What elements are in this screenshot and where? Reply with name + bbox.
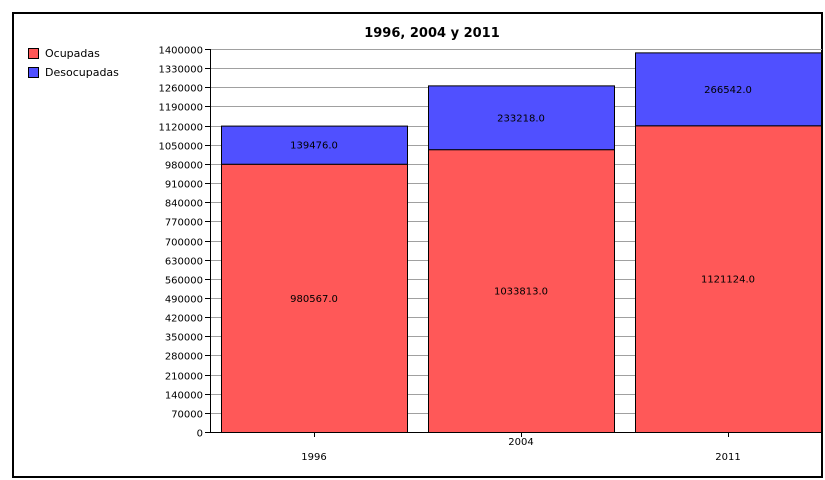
legend-swatch-desocupadas: [28, 67, 39, 78]
data-label: 1033813.0: [494, 287, 548, 298]
data-label: 980567.0: [290, 294, 338, 305]
x-tick-label: 2004: [508, 437, 533, 448]
x-tick-label: 1996: [301, 452, 326, 463]
y-tick-label: 280000: [165, 352, 203, 363]
y-tick-label: 700000: [165, 238, 203, 249]
legend: Ocupadas Desocupadas: [28, 44, 119, 82]
y-tick-label: 630000: [165, 257, 203, 268]
data-label: 266542.0: [704, 85, 752, 96]
y-tick-label: 1190000: [158, 103, 203, 114]
data-label: 1121124.0: [701, 275, 755, 286]
bar-desocupadas-1996: [221, 125, 408, 165]
y-tick-label: 560000: [165, 276, 203, 287]
y-tick-label: 350000: [165, 333, 203, 344]
legend-label-desocupadas: Desocupadas: [45, 66, 119, 79]
data-label: 233218.0: [497, 113, 545, 124]
legend-label-ocupadas: Ocupadas: [45, 47, 100, 60]
y-tick-label: 1400000: [158, 46, 203, 57]
legend-item-ocupadas: Ocupadas: [28, 44, 119, 63]
legend-item-desocupadas: Desocupadas: [28, 63, 119, 82]
bar-ocupadas-2004: [428, 149, 615, 433]
bar-ocupadas-2011: [635, 125, 822, 433]
chart-title: 1996, 2004 y 2011: [364, 26, 500, 41]
y-tick-label: 910000: [165, 180, 203, 191]
y-tick-label: 140000: [165, 391, 203, 402]
y-tick-label: 420000: [165, 314, 203, 325]
data-label: 139476.0: [290, 141, 338, 152]
y-tick-label: 1050000: [158, 142, 203, 153]
y-tick-label: 1260000: [158, 84, 203, 95]
bar-ocupadas-1996: [221, 163, 408, 434]
y-tick-label: 980000: [165, 161, 203, 172]
y-tick-label: 0: [197, 429, 203, 440]
y-tick-label: 70000: [171, 410, 203, 421]
legend-swatch-ocupadas: [28, 48, 39, 59]
y-tick-label: 210000: [165, 372, 203, 383]
bar-desocupadas-2004: [428, 85, 615, 151]
y-tick-label: 490000: [165, 295, 203, 306]
y-tick-label: 770000: [165, 218, 203, 229]
x-tick-label: 2011: [715, 452, 740, 463]
bar-desocupadas-2011: [635, 52, 822, 127]
y-tick-label: 840000: [165, 199, 203, 210]
y-tick-label: 1330000: [158, 65, 203, 76]
y-tick-label: 1120000: [158, 123, 203, 134]
